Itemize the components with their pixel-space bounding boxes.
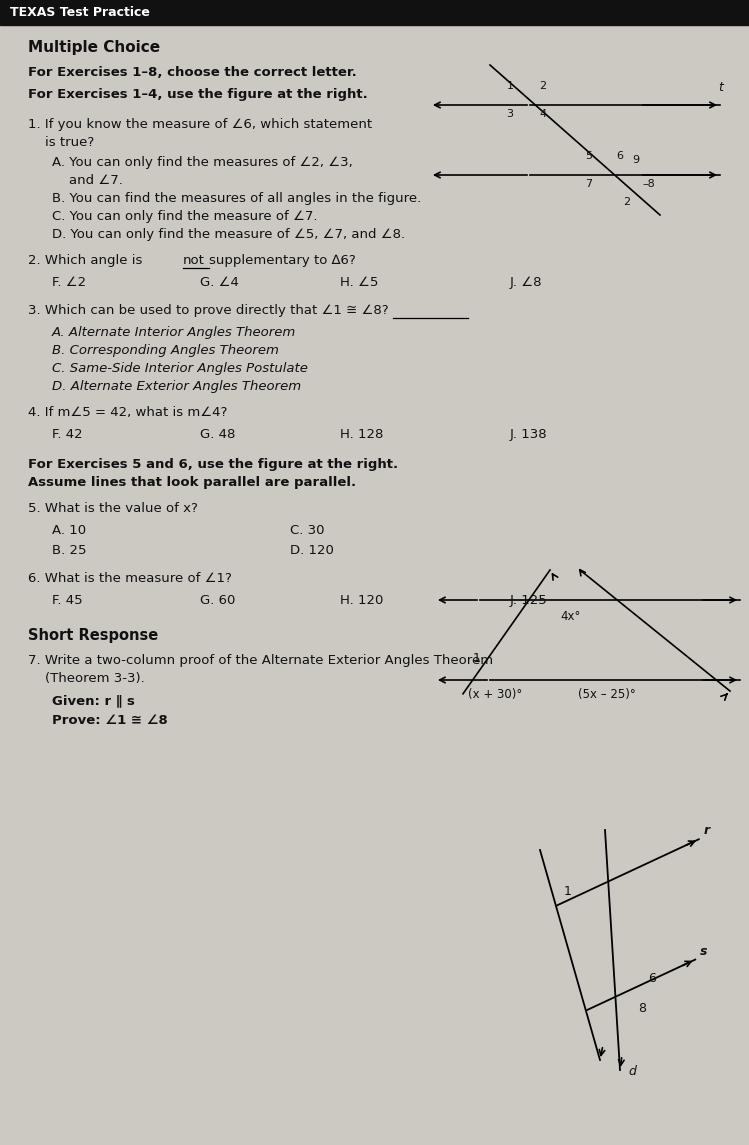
Text: A. Alternate Interior Angles Theorem: A. Alternate Interior Angles Theorem: [52, 326, 297, 339]
Text: 6. What is the measure of ∠1?: 6. What is the measure of ∠1?: [28, 572, 232, 585]
Text: A. You can only find the measures of ∠2, ∠3,: A. You can only find the measures of ∠2,…: [52, 156, 353, 169]
Text: B. 25: B. 25: [52, 544, 86, 556]
Text: 1. If you know the measure of ∠6, which statement: 1. If you know the measure of ∠6, which …: [28, 118, 372, 131]
Text: 7. Write a two-column proof of the Alternate Exterior Angles Theorem: 7. Write a two-column proof of the Alter…: [28, 654, 493, 668]
Text: H. 128: H. 128: [340, 428, 383, 441]
Text: 5. What is the value of x?: 5. What is the value of x?: [28, 502, 198, 515]
Text: 7: 7: [586, 179, 592, 189]
Text: A. 10: A. 10: [52, 524, 86, 537]
Text: 8: 8: [638, 1002, 646, 1014]
Text: 2: 2: [622, 197, 630, 207]
Text: Multiple Choice: Multiple Choice: [28, 40, 160, 55]
Text: 5: 5: [586, 151, 592, 161]
Text: G. 60: G. 60: [200, 594, 235, 607]
Text: J. 125: J. 125: [510, 594, 548, 607]
Text: (x + 30)°: (x + 30)°: [468, 688, 522, 701]
Text: 1: 1: [473, 652, 481, 665]
Text: F. 45: F. 45: [52, 594, 82, 607]
Text: 2. Which angle is: 2. Which angle is: [28, 254, 147, 267]
Text: Prove: ∠1 ≅ ∠8: Prove: ∠1 ≅ ∠8: [52, 714, 168, 727]
Text: 4: 4: [539, 109, 547, 119]
Text: not: not: [183, 254, 205, 267]
Text: TEXAS Test Practice: TEXAS Test Practice: [10, 7, 150, 19]
Text: t: t: [718, 81, 723, 94]
Text: B. Corresponding Angles Theorem: B. Corresponding Angles Theorem: [52, 344, 279, 357]
Text: 1: 1: [564, 885, 572, 898]
Text: Short Response: Short Response: [28, 627, 158, 643]
Text: d: d: [628, 1065, 636, 1077]
Text: D. Alternate Exterior Angles Theorem: D. Alternate Exterior Angles Theorem: [52, 380, 301, 393]
Text: 4x°: 4x°: [560, 610, 580, 623]
Text: J. ∠8: J. ∠8: [510, 276, 542, 289]
Text: Assume lines that look parallel are parallel.: Assume lines that look parallel are para…: [28, 476, 356, 489]
Text: D. 120: D. 120: [290, 544, 334, 556]
Text: (5x – 25)°: (5x – 25)°: [578, 688, 636, 701]
Text: F. 42: F. 42: [52, 428, 82, 441]
Text: H. 120: H. 120: [340, 594, 383, 607]
Text: H. ∠5: H. ∠5: [340, 276, 378, 289]
Text: For Exercises 1–4, use the figure at the right.: For Exercises 1–4, use the figure at the…: [28, 88, 368, 101]
Text: B. You can find the measures of all angles in the figure.: B. You can find the measures of all angl…: [52, 192, 421, 205]
Text: J. 138: J. 138: [510, 428, 548, 441]
Text: 2: 2: [539, 81, 547, 90]
Text: r: r: [704, 824, 710, 837]
Text: s: s: [700, 945, 708, 957]
Text: and ∠7.: and ∠7.: [52, 174, 123, 187]
Text: 6: 6: [648, 972, 656, 985]
Text: 6: 6: [616, 151, 624, 161]
Text: For Exercises 1–8, choose the correct letter.: For Exercises 1–8, choose the correct le…: [28, 66, 357, 79]
Text: G. ∠4: G. ∠4: [200, 276, 239, 289]
Text: C. Same-Side Interior Angles Postulate: C. Same-Side Interior Angles Postulate: [52, 362, 308, 376]
Text: G. 48: G. 48: [200, 428, 235, 441]
Text: Given: r ∥ s: Given: r ∥ s: [52, 694, 135, 706]
Text: (Theorem 3-3).: (Theorem 3-3).: [28, 672, 145, 685]
Bar: [0, 0, 749, 25]
Text: C. You can only find the measure of ∠7.: C. You can only find the measure of ∠7.: [52, 210, 318, 223]
Text: 1: 1: [506, 81, 513, 90]
Text: D. You can only find the measure of ∠5, ∠7, and ∠8.: D. You can only find the measure of ∠5, …: [52, 228, 405, 240]
Text: C. 30: C. 30: [290, 524, 324, 537]
Text: F. ∠2: F. ∠2: [52, 276, 86, 289]
Text: 3. Which can be used to prove directly that ∠1 ≅ ∠8?: 3. Which can be used to prove directly t…: [28, 305, 389, 317]
Text: For Exercises 5 and 6, use the figure at the right.: For Exercises 5 and 6, use the figure at…: [28, 458, 398, 471]
Text: –8: –8: [643, 179, 655, 189]
Text: supplementary to ∆6?: supplementary to ∆6?: [209, 254, 356, 267]
Text: 4. If m∠5 = 42, what is m∠4?: 4. If m∠5 = 42, what is m∠4?: [28, 406, 228, 419]
Text: 9: 9: [633, 155, 640, 165]
Text: 3: 3: [506, 109, 513, 119]
Text: is true?: is true?: [28, 136, 94, 149]
